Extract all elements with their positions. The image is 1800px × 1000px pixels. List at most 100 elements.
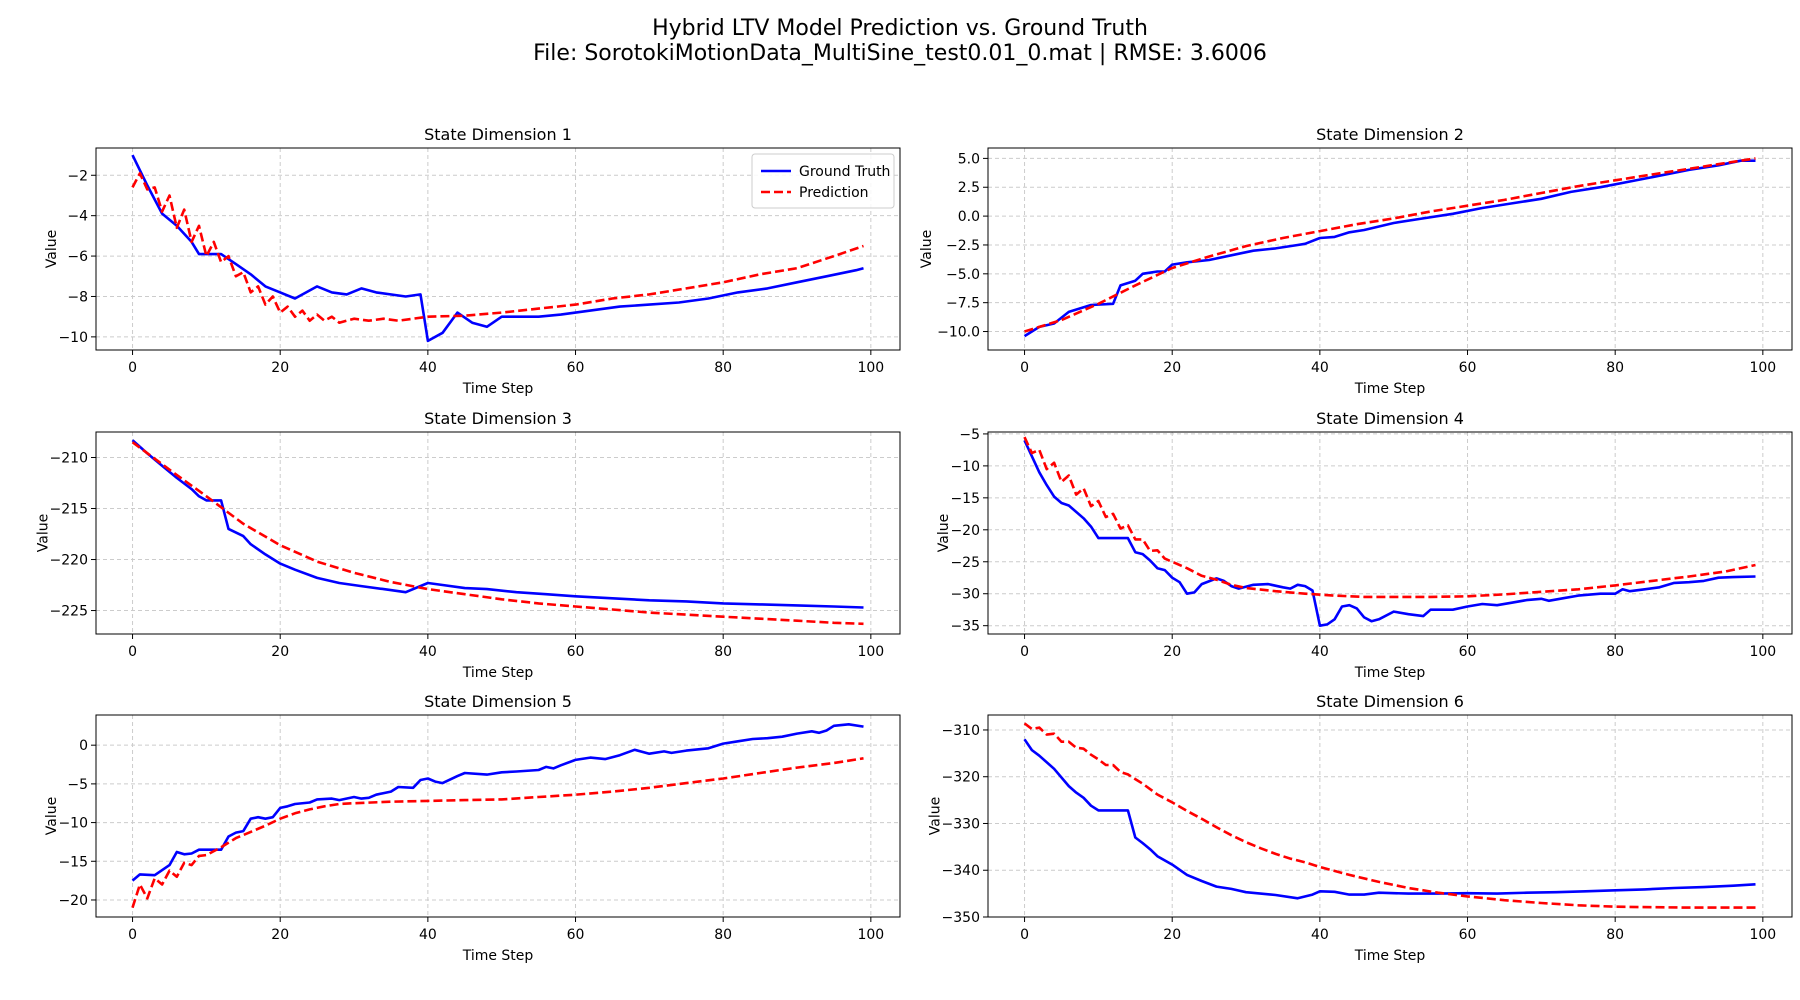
x-tick-label: 40 xyxy=(419,644,437,660)
x-tick-label: 0 xyxy=(1020,360,1029,376)
x-tick-label: 0 xyxy=(1020,927,1029,943)
ground-truth-line xyxy=(131,439,864,609)
ground-truth-line xyxy=(1023,738,1756,900)
x-tick-label: 60 xyxy=(1459,360,1477,376)
legend-prediction-label: Prediction xyxy=(799,185,869,201)
y-tick-label: −5 xyxy=(959,427,980,443)
x-axis-label: Time Step xyxy=(1354,381,1426,397)
prediction-line xyxy=(131,757,864,909)
x-tick-label: 80 xyxy=(1606,360,1624,376)
y-tick-label: −15 xyxy=(58,854,88,870)
figure-title-line-2: File: SorotokiMotionData_MultiSine_test0… xyxy=(533,41,1267,66)
y-tick-label: −35 xyxy=(950,619,980,635)
x-axis-label: Time Step xyxy=(462,665,534,681)
x-tick-label: 100 xyxy=(857,927,884,943)
legend-ground-truth-label: Ground Truth xyxy=(799,164,890,180)
subplot-1: 0 20 40 60 80 100 −10 −8 −6 −4 −2 State Dimension 1… xyxy=(44,125,901,397)
x-tick-label: 40 xyxy=(1311,927,1329,943)
subplot-title: State Dimension 6 xyxy=(1316,692,1464,711)
x-tick-label: 20 xyxy=(271,644,289,660)
y-tick-label: −7.5 xyxy=(946,296,980,312)
x-tick-label: 20 xyxy=(271,360,289,376)
prediction-line xyxy=(131,172,864,324)
y-axis-label: Value xyxy=(919,230,935,268)
y-tick-label: −6 xyxy=(67,249,88,265)
y-tick-label: −10 xyxy=(58,330,88,346)
y-axis-label: Value xyxy=(928,797,944,835)
x-tick-label: 0 xyxy=(128,644,137,660)
prediction-line xyxy=(1023,436,1756,599)
y-tick-label: −10.0 xyxy=(937,325,980,341)
axes-frame xyxy=(95,714,901,918)
subplot-2: 0 20 40 60 80 100 −10.0 −7.5 −5.0 −2.5 0.0 2.5 5.0 St… xyxy=(919,125,1793,397)
axes-frame xyxy=(987,147,1793,351)
x-axis-label: Time Step xyxy=(1354,665,1426,681)
y-tick-label: −210 xyxy=(50,451,88,467)
y-tick-label: −310 xyxy=(942,723,980,739)
x-tick-label: 60 xyxy=(567,644,585,660)
x-axis-label: Time Step xyxy=(462,381,534,397)
x-tick-label: 100 xyxy=(1749,360,1776,376)
prediction-line xyxy=(1023,722,1756,909)
x-tick-label: 20 xyxy=(1163,927,1181,943)
y-tick-label: −2.5 xyxy=(946,238,980,254)
x-tick-label: 20 xyxy=(271,927,289,943)
ground-truth-line xyxy=(131,154,864,343)
subplot-title: State Dimension 1 xyxy=(424,125,572,144)
x-tick-label: 80 xyxy=(714,644,732,660)
x-tick-label: 60 xyxy=(1459,644,1477,660)
x-tick-label: 100 xyxy=(857,644,884,660)
y-tick-label: −330 xyxy=(942,816,980,832)
y-tick-label: −15 xyxy=(950,491,980,507)
subplot-3: 0 20 40 60 80 100 −225 −220 −215 −210 State Dimens… xyxy=(36,409,901,681)
x-tick-label: 20 xyxy=(1163,360,1181,376)
y-tick-label: −10 xyxy=(58,816,88,832)
ground-truth-line xyxy=(131,723,864,882)
x-tick-label: 40 xyxy=(1311,644,1329,660)
y-tick-label: −8 xyxy=(67,289,88,305)
y-axis-label: Value xyxy=(936,514,952,552)
y-tick-label: −20 xyxy=(58,893,88,909)
y-tick-label: −10 xyxy=(950,459,980,475)
x-tick-label: 100 xyxy=(1749,927,1776,943)
axes-frame xyxy=(987,714,1793,918)
y-tick-label: 2.5 xyxy=(958,180,980,196)
y-tick-label: −350 xyxy=(942,910,980,926)
y-tick-label: −215 xyxy=(50,502,88,518)
subplot-title: State Dimension 3 xyxy=(424,409,572,428)
x-axis-label: Time Step xyxy=(1354,948,1426,964)
y-tick-label: 5.0 xyxy=(958,151,980,167)
legend-box xyxy=(751,153,895,209)
subplot-title: State Dimension 5 xyxy=(424,692,572,711)
prediction-line xyxy=(131,441,864,626)
y-tick-label: −30 xyxy=(950,587,980,603)
y-tick-label: −20 xyxy=(950,523,980,539)
subplot-title: State Dimension 2 xyxy=(1316,125,1464,144)
x-tick-label: 20 xyxy=(1163,644,1181,660)
x-tick-label: 60 xyxy=(567,360,585,376)
legend: Ground Truth Prediction xyxy=(751,153,895,209)
ground-truth-line xyxy=(1023,159,1756,338)
y-tick-label: −25 xyxy=(950,555,980,571)
x-tick-label: 0 xyxy=(128,360,137,376)
axes-frame xyxy=(95,431,901,635)
x-tick-label: 80 xyxy=(1606,927,1624,943)
x-tick-label: 40 xyxy=(1311,360,1329,376)
y-tick-label: −5 xyxy=(67,777,88,793)
subplot-title: State Dimension 4 xyxy=(1316,409,1464,428)
x-tick-label: 80 xyxy=(714,927,732,943)
x-tick-label: 0 xyxy=(128,927,137,943)
x-tick-label: 40 xyxy=(419,927,437,943)
x-tick-label: 60 xyxy=(1459,927,1477,943)
subplot-6: 0 20 40 60 80 100 −350 −340 −330 −320 −310 State Di… xyxy=(928,692,1793,964)
y-tick-label: −340 xyxy=(942,863,980,879)
axes-frame xyxy=(987,431,1793,635)
x-tick-label: 100 xyxy=(1749,644,1776,660)
x-axis-label: Time Step xyxy=(462,948,534,964)
y-tick-label: −320 xyxy=(942,770,980,786)
x-tick-label: 0 xyxy=(1020,644,1029,660)
y-tick-label: −5.0 xyxy=(946,267,980,283)
x-tick-label: 80 xyxy=(1606,644,1624,660)
axes-frame xyxy=(95,147,901,351)
